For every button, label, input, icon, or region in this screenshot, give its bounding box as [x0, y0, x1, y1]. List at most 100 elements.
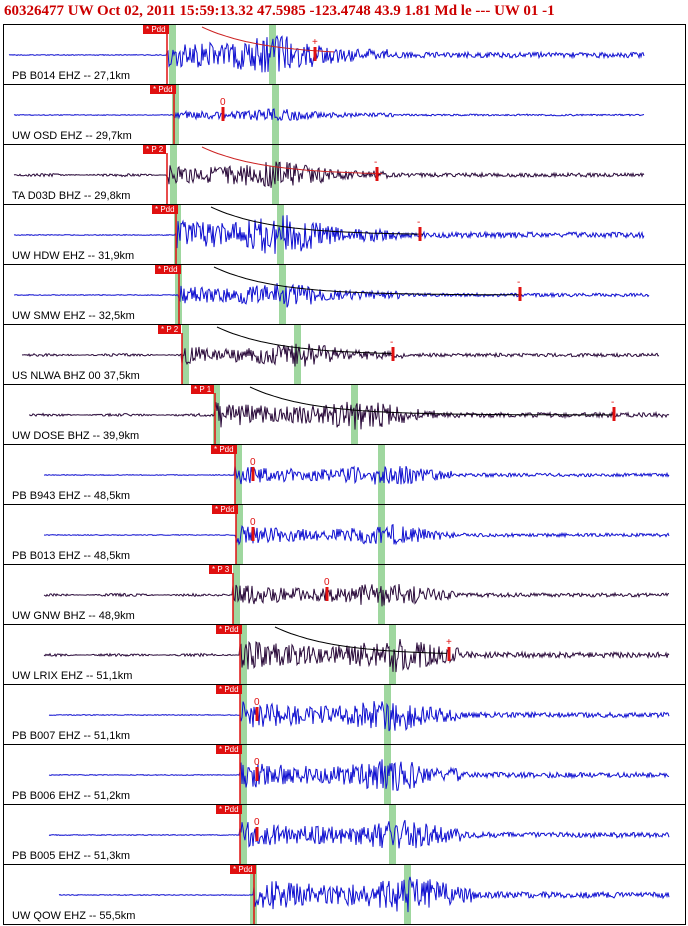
waveform-trace-b943: 0 — [43, 445, 670, 504]
coda-decay-curve — [216, 326, 394, 354]
pick-flag[interactable]: * P 3 — [209, 565, 233, 574]
pick-flag[interactable]: * Pdd — [216, 625, 242, 634]
waveform-panel-hdw[interactable]: - * Pdd UW HDW EHZ -- 31,9km — [3, 204, 686, 265]
seismogram-line — [13, 283, 650, 308]
station-label: PB B007 EHZ -- 51,1km — [12, 730, 130, 742]
station-label: PB B005 EHZ -- 51,3km — [12, 850, 130, 862]
amplitude-marker-label: - — [374, 157, 377, 168]
s-phase-band — [272, 85, 279, 144]
waveform-panel-b005[interactable]: 0 * Pdd PB B005 EHZ -- 51,3km — [3, 804, 686, 865]
waveform-panel-smw[interactable]: - * Pdd UW SMW EHZ -- 32,5km — [3, 264, 686, 325]
amplitude-marker[interactable] — [418, 227, 422, 241]
seismogram-line — [43, 523, 670, 546]
coda-decay-curve — [210, 206, 424, 235]
waveform-trace-d03d: - — [13, 145, 645, 204]
waveform-trace-qow — [58, 865, 670, 924]
pick-flag[interactable]: * Pdd — [216, 745, 242, 754]
station-label: UW QOW EHZ -- 55,5km — [12, 910, 136, 922]
pick-flag[interactable]: * Pdd — [230, 865, 256, 874]
s-phase-band — [384, 685, 391, 744]
amplitude-marker-label: 0 — [324, 577, 330, 588]
station-label: PB B014 EHZ -- 27,1km — [12, 70, 130, 82]
pick-flag[interactable]: * P 2 — [143, 145, 167, 154]
p-phase-band — [240, 625, 247, 684]
waveform-trace-smw: - — [13, 265, 650, 324]
pick-flag[interactable]: * Pdd — [216, 805, 242, 814]
waveform-panel-d03d[interactable]: - * P 2 TA D03D BHZ -- 29,8km — [3, 144, 686, 205]
event-header: 60326477 UW Oct 02, 2011 15:59:13.32 47.… — [0, 0, 688, 24]
pick-flag[interactable]: * Pdd — [155, 265, 181, 274]
amplitude-marker[interactable] — [313, 47, 317, 61]
coda-decay-curve — [249, 386, 614, 416]
coda-decay-curve — [213, 266, 522, 296]
waveform-panels: + * Pdd PB B014 EHZ -- 27,1km 0 * Pdd UW OSD … — [0, 24, 688, 926]
amplitude-marker[interactable] — [251, 467, 255, 481]
amplitude-marker[interactable] — [255, 707, 259, 721]
pick-flag[interactable]: * Pdd — [150, 85, 176, 94]
amplitude-marker-label: 0 — [220, 97, 226, 108]
pick-flag[interactable]: * P 2 — [158, 325, 182, 334]
s-phase-band — [378, 445, 385, 504]
waveform-panel-b013[interactable]: 0 * Pdd PB B013 EHZ -- 48,5km — [3, 504, 686, 565]
s-phase-band — [279, 265, 286, 324]
amplitude-marker-label: 0 — [254, 817, 260, 828]
waveform-trace-b013: 0 — [43, 505, 670, 564]
waveform-panel-dose[interactable]: - * P 1 UW DOSE BHZ -- 39,9km — [3, 384, 686, 445]
pick-flag[interactable]: * P 1 — [191, 385, 215, 394]
waveform-panel-gnw[interactable]: 0 * P 3 UW GNW BHZ -- 48,9km — [3, 564, 686, 625]
pick-flag[interactable]: * Pdd — [216, 685, 242, 694]
p-phase-band — [213, 385, 220, 444]
pick-flag[interactable]: * Pdd — [211, 445, 237, 454]
amplitude-marker-label: - — [611, 397, 614, 408]
amplitude-marker-label: - — [390, 337, 393, 348]
waveform-trace-hdw: - — [13, 205, 645, 264]
station-label: UW SMW EHZ -- 32,5km — [12, 310, 135, 322]
amplitude-marker-label: - — [517, 277, 520, 288]
waveform-panel-b006[interactable]: 0 * Pdd PB B006 EHZ -- 51,2km — [3, 744, 686, 805]
amplitude-marker-label: 0 — [254, 697, 260, 708]
amplitude-marker[interactable] — [518, 287, 522, 301]
seismogram-line — [8, 34, 645, 73]
amplitude-marker-label: - — [417, 217, 420, 228]
pick-flag[interactable]: * Pdd — [152, 205, 178, 214]
station-label: PB B006 EHZ -- 51,2km — [12, 790, 130, 802]
station-label: UW OSD EHZ -- 29,7km — [12, 130, 132, 142]
waveform-panel-b007[interactable]: 0 * Pdd PB B007 EHZ -- 51,1km — [3, 684, 686, 745]
coda-decay-curve — [201, 146, 383, 175]
amplitude-marker[interactable] — [391, 347, 395, 361]
waveform-trace-gnw: 0 — [43, 565, 670, 624]
waveform-trace-b014: + — [8, 25, 645, 84]
amplitude-marker[interactable] — [612, 407, 616, 421]
amplitude-marker-label: 0 — [250, 517, 256, 528]
waveform-panel-lrix[interactable]: + * Pdd UW LRIX EHZ -- 51,1km — [3, 624, 686, 685]
amplitude-marker-label: + — [446, 637, 452, 648]
amplitude-marker[interactable] — [325, 587, 329, 601]
waveform-trace-lrix: + — [43, 625, 670, 684]
waveform-panel-b943[interactable]: 0 * Pdd PB B943 EHZ -- 48,5km — [3, 444, 686, 505]
waveform-panel-osd[interactable]: 0 * Pdd UW OSD EHZ -- 29,7km — [3, 84, 686, 145]
waveform-panel-qow[interactable]: * Pdd UW QOW EHZ -- 55,5km — [3, 864, 686, 925]
waveform-trace-dose: - — [29, 385, 670, 444]
amplitude-marker[interactable] — [375, 167, 379, 181]
s-phase-band — [389, 805, 396, 864]
amplitude-marker-label: 0 — [250, 457, 256, 468]
station-label: UW DOSE BHZ -- 39,9km — [12, 430, 140, 442]
seismogram-line — [43, 583, 670, 607]
amplitude-marker[interactable] — [255, 767, 259, 781]
p-phase-band — [236, 505, 243, 564]
station-label: TA D03D BHZ -- 29,8km — [12, 190, 131, 202]
station-label: US NLWA BHZ 00 37,5km — [12, 370, 140, 382]
waveform-panel-nlwa[interactable]: - * P 2 US NLWA BHZ 00 37,5km — [3, 324, 686, 385]
waveform-trace-b005: 0 — [48, 805, 670, 864]
amplitude-marker[interactable] — [221, 107, 225, 121]
pick-flag[interactable]: * Pdd — [212, 505, 238, 514]
p-phase-band — [233, 565, 240, 624]
amplitude-marker[interactable] — [447, 647, 451, 661]
amplitude-marker[interactable] — [251, 527, 255, 541]
seismogram-line — [29, 401, 670, 430]
amplitude-marker[interactable] — [255, 827, 259, 841]
pick-flag[interactable]: * Pdd — [143, 25, 169, 34]
station-label: UW HDW EHZ -- 31,9km — [12, 250, 135, 262]
p-phase-band — [170, 145, 177, 204]
waveform-panel-b014[interactable]: + * Pdd PB B014 EHZ -- 27,1km — [3, 24, 686, 85]
